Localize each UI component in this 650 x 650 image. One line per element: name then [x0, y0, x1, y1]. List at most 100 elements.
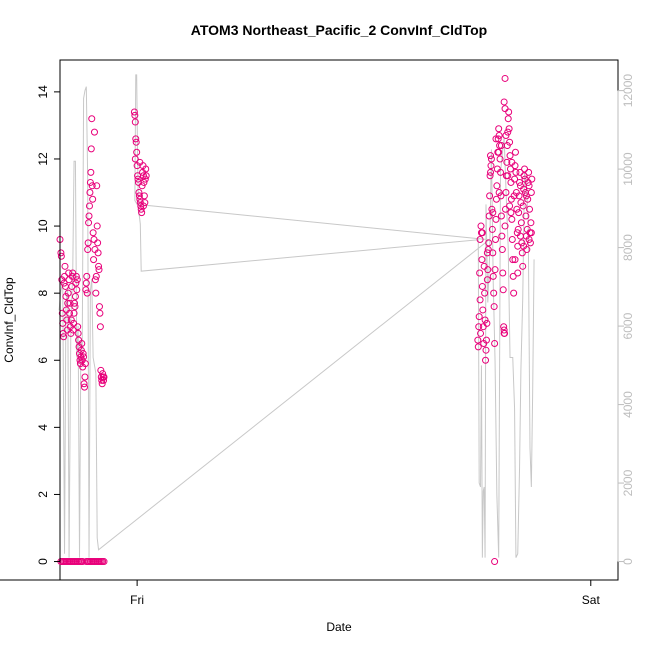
data-point — [489, 249, 497, 257]
data-point — [481, 289, 489, 297]
data-point — [86, 178, 94, 186]
data-point — [90, 256, 98, 264]
data-point — [482, 356, 490, 364]
data-point — [520, 185, 528, 193]
data-point — [507, 209, 515, 217]
data-point — [83, 272, 91, 280]
data-point — [77, 346, 85, 354]
data-point — [506, 138, 514, 146]
data-point — [64, 299, 72, 307]
data-point — [514, 225, 522, 233]
y2-tick-label: 2000 — [621, 469, 635, 496]
data-point — [475, 313, 483, 321]
data-point — [85, 212, 93, 220]
data-point — [527, 229, 535, 237]
data-point — [489, 272, 497, 280]
data-point — [85, 219, 93, 227]
data-point — [479, 306, 487, 314]
data-point — [88, 115, 96, 123]
data-point — [138, 209, 146, 217]
data-point — [61, 272, 69, 280]
data-point — [502, 131, 510, 139]
data-point — [87, 168, 95, 176]
data-point — [80, 380, 88, 388]
data-point — [136, 195, 144, 203]
data-point — [141, 199, 149, 207]
y-tick-label: 0 — [36, 558, 50, 565]
data-point — [142, 172, 150, 180]
data-point — [135, 189, 143, 197]
data-point — [64, 289, 72, 297]
data-point — [501, 222, 509, 230]
data-point — [66, 299, 74, 307]
data-point — [527, 189, 535, 197]
data-point — [61, 262, 69, 270]
data-point — [516, 232, 524, 240]
data-point — [495, 189, 503, 197]
data-point — [80, 353, 88, 361]
data-point — [477, 222, 485, 230]
point-series — [56, 74, 536, 566]
data-point — [487, 168, 495, 176]
data-point — [89, 195, 97, 203]
data-point — [70, 309, 78, 317]
data-point — [481, 316, 489, 324]
y-tick-label: 8 — [36, 290, 50, 297]
data-point — [488, 225, 496, 233]
data-point — [131, 111, 139, 119]
data-point — [139, 202, 147, 210]
data-point — [489, 209, 497, 217]
data-point — [478, 256, 486, 264]
data-point — [92, 272, 100, 280]
data-point — [494, 135, 502, 143]
data-point — [527, 219, 535, 227]
data-point — [526, 239, 534, 247]
data-point — [495, 125, 503, 133]
data-point — [524, 195, 532, 203]
data-point — [90, 128, 98, 136]
data-point — [95, 303, 103, 311]
data-point — [483, 249, 491, 257]
data-point — [506, 165, 514, 173]
data-point — [487, 155, 495, 163]
data-point — [88, 182, 96, 190]
data-point — [508, 158, 516, 166]
data-point — [497, 192, 505, 200]
data-point — [525, 182, 533, 190]
data-point — [485, 239, 493, 247]
data-point — [87, 145, 95, 153]
data-point — [509, 272, 517, 280]
data-point — [141, 175, 149, 183]
data-point — [476, 296, 484, 304]
data-point — [487, 162, 495, 170]
line-series — [58, 74, 535, 558]
y-tick-label: 2 — [36, 491, 50, 498]
data-point — [509, 256, 517, 264]
data-point — [140, 192, 148, 200]
data-point — [71, 293, 79, 301]
data-point — [521, 165, 529, 173]
data-point — [497, 168, 504, 176]
data-point — [528, 175, 536, 183]
data-point — [505, 125, 513, 133]
data-point — [132, 138, 140, 146]
data-point — [58, 309, 66, 317]
data-point — [526, 205, 534, 213]
data-point — [63, 316, 71, 324]
data-point — [492, 195, 500, 203]
data-point — [506, 152, 514, 160]
data-point — [510, 289, 518, 297]
y2-tick-label: 4000 — [621, 391, 635, 418]
data-point — [493, 182, 501, 190]
x-axis: ThuFriSat — [0, 579, 600, 607]
data-point — [476, 235, 484, 243]
data-point — [84, 239, 92, 247]
data-point — [94, 249, 102, 257]
data-point — [68, 272, 76, 280]
data-point — [71, 299, 79, 307]
data-point — [504, 172, 512, 180]
data-point — [74, 323, 82, 331]
data-point — [508, 235, 516, 243]
data-point — [518, 249, 526, 257]
data-point — [513, 205, 521, 213]
